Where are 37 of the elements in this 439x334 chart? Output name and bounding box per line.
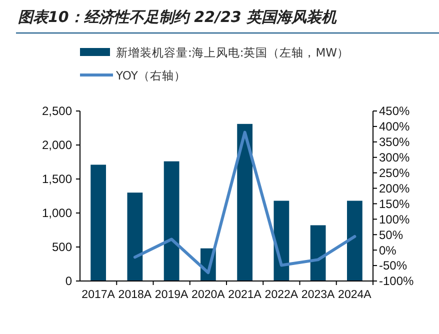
y2-tick-label: 450% — [379, 104, 410, 118]
y2-tick-label: 100% — [379, 212, 410, 226]
y-tick-label: 1,000 — [42, 206, 72, 220]
y-tick-label: 2,000 — [42, 138, 72, 152]
x-tick-label: 2017A — [82, 289, 116, 301]
bar — [237, 124, 253, 281]
bar — [274, 200, 290, 281]
y2-tick-label: 200% — [379, 181, 410, 196]
x-tick-label: 2018A — [118, 289, 152, 301]
bar — [164, 161, 180, 281]
x-tick-label: 2021A — [228, 289, 262, 301]
y2-tick-label: 300% — [379, 150, 410, 165]
y-tick-label: 0 — [65, 274, 72, 288]
legend-label: YOY（右轴） — [115, 68, 186, 82]
x-tick-label: 2019A — [154, 289, 189, 301]
line-series — [133, 130, 356, 274]
legend-label: 新增装机容量:海上风电:英国（左轴，MW） — [116, 46, 350, 60]
bar — [310, 225, 326, 281]
y-tick-label: 500 — [52, 240, 72, 254]
y2-tick-label: 250% — [379, 166, 410, 180]
bar — [90, 164, 106, 281]
x-tick-label: 2020A — [192, 289, 226, 301]
y-tick-label: 2,500 — [42, 104, 72, 118]
y2-tick-label: 0% — [379, 243, 397, 258]
y2-tick-label: 400% — [379, 120, 410, 134]
bar — [346, 200, 362, 281]
x-tick-label: 2024A — [338, 289, 372, 301]
y2-tick-label: 350% — [379, 135, 410, 150]
y2-tick-label: -100% — [379, 274, 414, 288]
x-tick-label: 2022A — [264, 289, 298, 301]
bar — [127, 192, 143, 281]
chart-title: 图表10：经济性不足制约 22/23 英国海风装机 — [18, 8, 338, 26]
y-tick-label: 1,500 — [42, 172, 72, 186]
y2-tick-label: 150% — [379, 196, 410, 211]
x-tick-label: 2023A — [301, 289, 336, 301]
y2-tick-label: -50% — [379, 258, 408, 273]
y2-tick-label: 50% — [379, 228, 404, 242]
